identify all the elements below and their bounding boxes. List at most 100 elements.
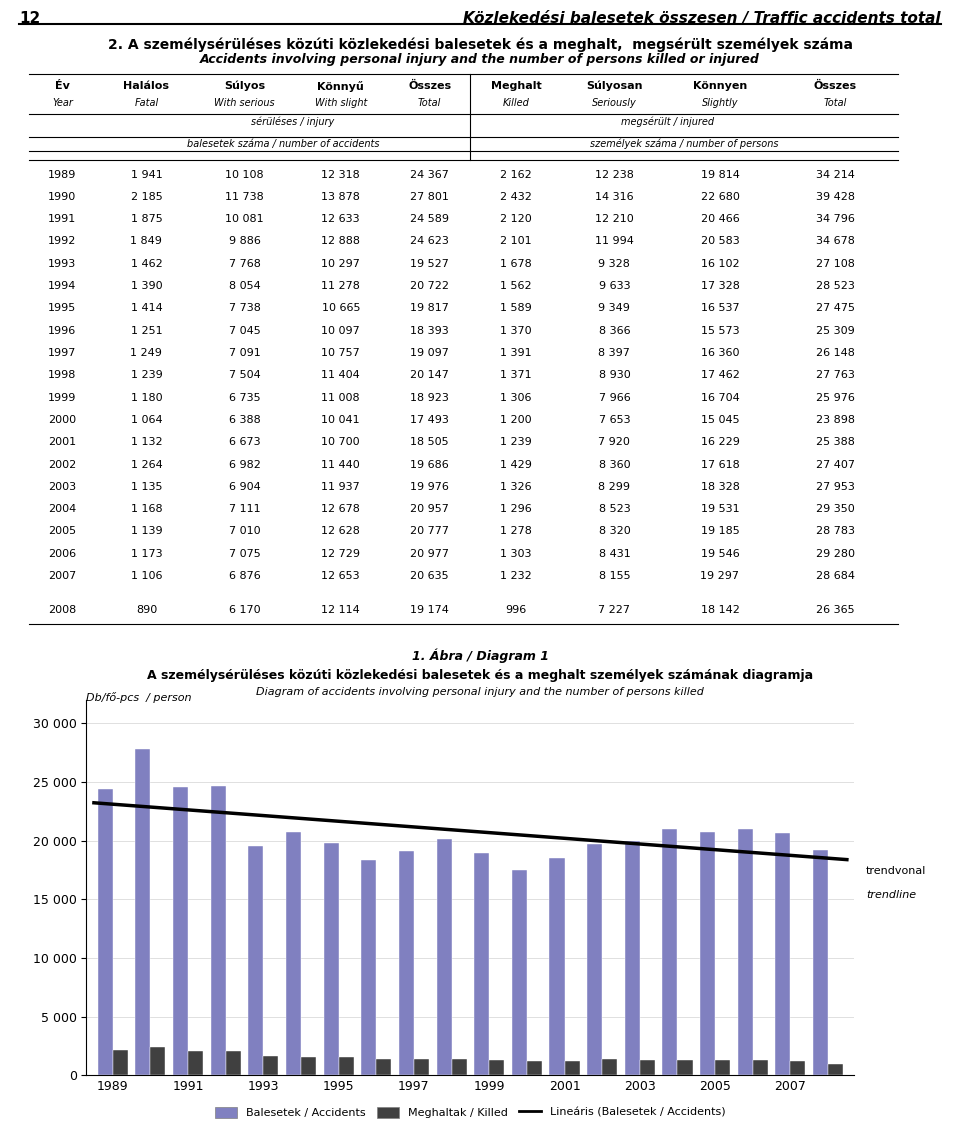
- Text: 19 185: 19 185: [701, 527, 739, 536]
- Text: trendvonal: trendvonal: [866, 866, 926, 876]
- Text: Year: Year: [52, 98, 73, 108]
- Text: 12 238: 12 238: [595, 170, 634, 180]
- Text: 8 930: 8 930: [598, 370, 631, 380]
- Text: megsérült / injured: megsérült / injured: [620, 116, 714, 126]
- Bar: [602, 1058, 617, 1075]
- Bar: [828, 1064, 843, 1075]
- Bar: [451, 1059, 467, 1075]
- Text: 1 064: 1 064: [131, 415, 162, 424]
- Bar: [98, 790, 112, 1075]
- Text: 7 738: 7 738: [228, 304, 261, 313]
- Bar: [776, 833, 790, 1075]
- Text: 27 407: 27 407: [816, 460, 854, 470]
- Bar: [286, 832, 301, 1075]
- Text: 16 704: 16 704: [701, 393, 739, 403]
- Text: 28 684: 28 684: [816, 571, 854, 582]
- Text: 1 462: 1 462: [131, 258, 162, 269]
- Text: 27 108: 27 108: [816, 258, 854, 269]
- Text: 19 976: 19 976: [410, 481, 449, 492]
- Text: 1 180: 1 180: [131, 393, 162, 403]
- Text: 1 371: 1 371: [500, 370, 532, 380]
- Text: 34 214: 34 214: [816, 170, 854, 180]
- Bar: [249, 847, 263, 1075]
- Text: 10 108: 10 108: [226, 170, 264, 180]
- Bar: [490, 1061, 504, 1075]
- Text: 8 054: 8 054: [228, 281, 261, 291]
- Text: 19 174: 19 174: [410, 604, 449, 615]
- Text: 2004: 2004: [48, 504, 77, 514]
- Text: 29 280: 29 280: [816, 549, 854, 559]
- Bar: [715, 1061, 731, 1075]
- Bar: [564, 1061, 580, 1075]
- Text: 1 168: 1 168: [131, 504, 162, 514]
- Text: 1 139: 1 139: [131, 527, 162, 536]
- Bar: [639, 1059, 655, 1075]
- Text: 2002: 2002: [48, 460, 77, 470]
- Text: 19 527: 19 527: [410, 258, 449, 269]
- Text: 1 251: 1 251: [131, 325, 162, 336]
- Text: 19 814: 19 814: [701, 170, 739, 180]
- Text: 12 729: 12 729: [322, 549, 360, 559]
- Text: 19 817: 19 817: [410, 304, 449, 313]
- Text: 10 297: 10 297: [322, 258, 360, 269]
- Text: sérüléses / injury: sérüléses / injury: [252, 116, 334, 126]
- Text: 2 185: 2 185: [131, 192, 162, 201]
- Text: 1 264: 1 264: [131, 460, 162, 470]
- Text: 1 173: 1 173: [131, 549, 162, 559]
- Text: 11 008: 11 008: [322, 393, 360, 403]
- Text: Összes: Összes: [814, 81, 856, 91]
- Text: 19 297: 19 297: [701, 571, 739, 582]
- Text: 8 320: 8 320: [598, 527, 631, 536]
- Text: 27 763: 27 763: [816, 370, 854, 380]
- Text: 1992: 1992: [48, 237, 77, 247]
- Text: 1994: 1994: [48, 281, 77, 291]
- Text: 7 010: 7 010: [229, 527, 260, 536]
- Text: Súlyosan: Súlyosan: [587, 81, 642, 91]
- Text: Fatal: Fatal: [134, 98, 158, 108]
- Text: Könnyű: Könnyű: [318, 81, 364, 92]
- Bar: [414, 1059, 429, 1075]
- Text: 19 686: 19 686: [410, 460, 449, 470]
- Text: 6 388: 6 388: [228, 415, 261, 424]
- Text: 1 278: 1 278: [500, 527, 532, 536]
- Text: 1990: 1990: [48, 192, 77, 201]
- Text: 1 135: 1 135: [131, 481, 162, 492]
- Text: 8 299: 8 299: [598, 481, 631, 492]
- Text: 1 562: 1 562: [500, 281, 532, 291]
- Text: 27 953: 27 953: [816, 481, 854, 492]
- Text: 890: 890: [135, 604, 157, 615]
- Text: 25 388: 25 388: [816, 437, 854, 447]
- Bar: [474, 854, 490, 1075]
- Text: 996: 996: [505, 604, 527, 615]
- Bar: [263, 1056, 278, 1075]
- Text: 1995: 1995: [48, 304, 77, 313]
- Text: 18 393: 18 393: [410, 325, 449, 336]
- Text: 20 466: 20 466: [701, 214, 739, 224]
- Bar: [324, 843, 339, 1075]
- Text: 20 777: 20 777: [410, 527, 449, 536]
- Bar: [549, 858, 564, 1075]
- Text: 23 898: 23 898: [816, 415, 854, 424]
- Text: Accidents involving personal injury and the number of persons killed or injured: Accidents involving personal injury and …: [200, 53, 760, 66]
- Text: 10 081: 10 081: [226, 214, 264, 224]
- Bar: [527, 1062, 542, 1075]
- Text: 8 397: 8 397: [598, 348, 631, 358]
- Text: Seriously: Seriously: [592, 98, 636, 108]
- Text: 1 414: 1 414: [131, 304, 162, 313]
- Text: 7 768: 7 768: [228, 258, 261, 269]
- Text: 1 303: 1 303: [500, 549, 532, 559]
- Bar: [512, 871, 527, 1075]
- Text: 22 680: 22 680: [701, 192, 739, 201]
- Text: 34 796: 34 796: [816, 214, 854, 224]
- Text: 24 589: 24 589: [410, 214, 449, 224]
- Text: 20 635: 20 635: [410, 571, 449, 582]
- Text: 2006: 2006: [48, 549, 77, 559]
- Bar: [437, 839, 451, 1075]
- Text: 20 583: 20 583: [701, 237, 739, 247]
- Text: 19 546: 19 546: [701, 549, 739, 559]
- Text: 24 623: 24 623: [410, 237, 449, 247]
- Text: 1 391: 1 391: [500, 348, 532, 358]
- Text: 12 210: 12 210: [595, 214, 634, 224]
- Text: 1989: 1989: [48, 170, 77, 180]
- Text: 11 404: 11 404: [322, 370, 360, 380]
